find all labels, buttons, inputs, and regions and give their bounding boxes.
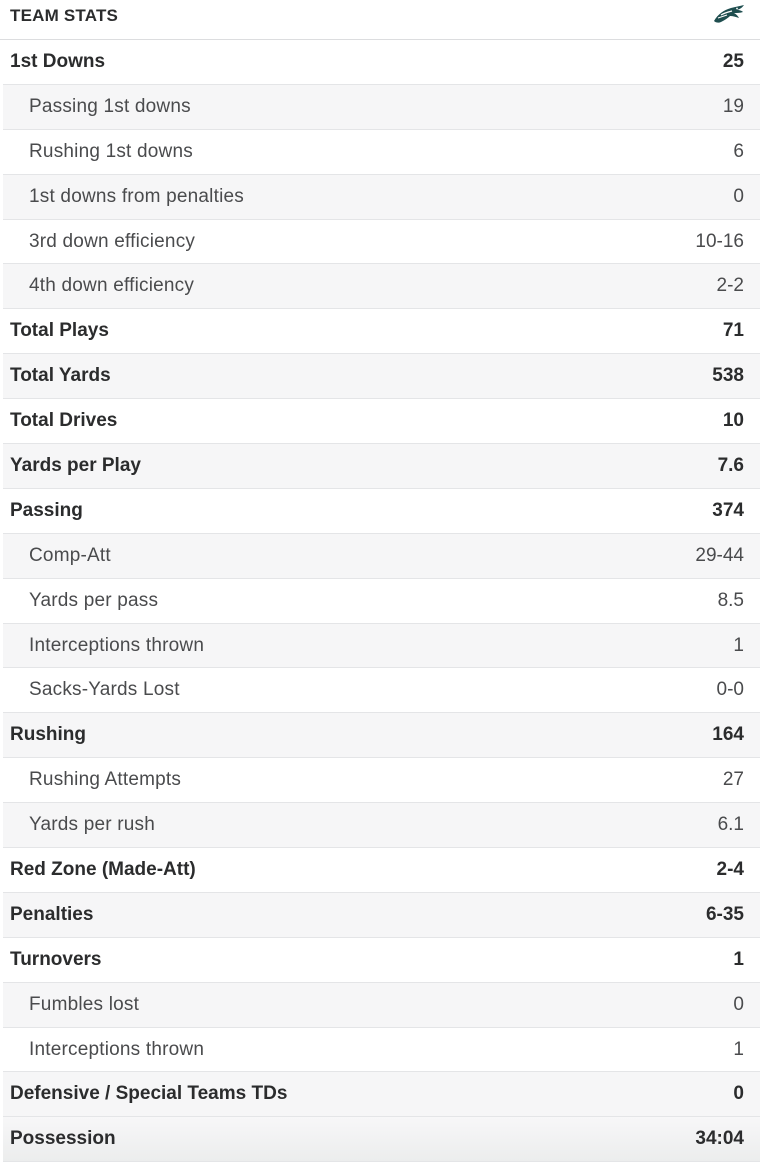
stat-value: 27 <box>722 769 744 791</box>
section-title: TEAM STATS <box>10 6 119 25</box>
stat-label: 1st downs from penalties <box>29 185 244 207</box>
stat-value: 29-44 <box>695 544 744 566</box>
stat-label: Defensive / Special Teams TDs <box>10 1083 288 1105</box>
stat-value: 2-2 <box>716 275 744 297</box>
stat-value: 19 <box>722 95 744 117</box>
stat-label: Yards per pass <box>29 589 159 611</box>
stat-label: Total Yards <box>10 365 111 387</box>
stat-row: Interceptions thrown 1 <box>3 1027 760 1073</box>
stat-label: Rushing Attempts <box>29 769 182 791</box>
stat-value: 6.1 <box>717 814 744 836</box>
stat-value: 6 <box>733 140 744 162</box>
eagle-head-icon <box>712 3 746 25</box>
stat-row: Rushing 1st downs 6 <box>3 129 760 175</box>
team-stats-table: 1st Downs 25 Passing 1st downs 19 Rushing 1s… <box>3 40 760 1163</box>
stat-row: 1st downs from penalties 0 <box>3 174 760 220</box>
stat-value: 0 <box>733 185 744 207</box>
stat-label: Interceptions thrown <box>29 1038 205 1060</box>
stat-label: Passing <box>10 499 83 521</box>
stat-label: Turnovers <box>10 948 102 970</box>
stat-row: Yards per Play 7.6 <box>3 444 760 489</box>
stat-value: 6-35 <box>705 903 744 925</box>
stat-label: Passing 1st downs <box>29 95 191 117</box>
stat-value: 0 <box>733 993 744 1015</box>
stat-row: Yards per pass 8.5 <box>3 578 760 624</box>
stat-value: 374 <box>712 499 744 521</box>
stat-label: Fumbles lost <box>29 993 140 1015</box>
stat-label: Total Drives <box>10 410 118 432</box>
stat-label: Interceptions thrown <box>29 634 205 656</box>
stat-label: Sacks-Yards Lost <box>29 679 180 701</box>
stat-row: Sacks-Yards Lost 0-0 <box>3 668 760 714</box>
stat-value: 1 <box>733 634 744 656</box>
stat-value: 1 <box>733 1038 744 1060</box>
stat-value: 1 <box>733 948 744 970</box>
stat-row: 1st Downs 25 <box>3 40 760 85</box>
stat-value: 10-16 <box>695 230 744 252</box>
stat-value: 71 <box>722 320 744 342</box>
stat-row: Penalties 6-35 <box>3 892 760 938</box>
stat-row: 4th down efficiency 2-2 <box>3 264 760 310</box>
stat-row: Rushing Attempts 27 <box>3 758 760 804</box>
stat-row: 3rd down efficiency 10-16 <box>3 219 760 265</box>
stat-row: Turnovers 1 <box>3 937 760 983</box>
stat-label: Comp-Att <box>29 544 111 566</box>
stat-value: 10 <box>722 410 744 432</box>
stat-row: Total Drives 10 <box>3 399 760 445</box>
stat-value: 2-4 <box>716 859 744 881</box>
stat-row: Possession 34:04 <box>3 1117 760 1163</box>
stat-value: 25 <box>722 51 744 72</box>
stat-label: 1st Downs <box>10 51 106 72</box>
stat-value: 34:04 <box>695 1128 744 1150</box>
stat-row: Comp-Att 29-44 <box>3 533 760 579</box>
stat-value: 7.6 <box>717 455 744 477</box>
stat-label: Red Zone (Made-Att) <box>10 859 196 881</box>
stat-value: 538 <box>712 365 744 387</box>
stat-row: Passing 1st downs 19 <box>3 84 760 130</box>
stat-value: 8.5 <box>717 589 744 611</box>
stat-row: Passing 374 <box>3 488 760 534</box>
stat-row: Yards per rush 6.1 <box>3 803 760 849</box>
stat-label: 3rd down efficiency <box>29 230 196 252</box>
stat-label: Total Plays <box>10 320 109 342</box>
stat-label: Rushing 1st downs <box>29 140 193 162</box>
stat-label: Yards per Play <box>10 455 141 477</box>
stat-row: Rushing 164 <box>3 713 760 759</box>
stat-value: 0-0 <box>716 679 744 701</box>
stat-label: Rushing <box>10 724 86 746</box>
team-stats-header: TEAM STATS <box>0 0 760 40</box>
stat-value: 0 <box>733 1083 744 1105</box>
stat-row: Total Yards 538 <box>3 354 760 400</box>
stat-row: Red Zone (Made-Att) 2-4 <box>3 848 760 893</box>
stat-row: Fumbles lost 0 <box>3 982 760 1028</box>
stat-label: Yards per rush <box>29 814 156 836</box>
stat-label: Penalties <box>10 903 94 925</box>
stat-row: Total Plays 71 <box>3 309 760 355</box>
stat-value: 164 <box>712 724 744 746</box>
stat-label: 4th down efficiency <box>29 275 195 297</box>
stat-label: Possession <box>10 1128 116 1150</box>
stat-row: Defensive / Special Teams TDs 0 <box>3 1072 760 1118</box>
stat-row: Interceptions thrown 1 <box>3 623 760 669</box>
